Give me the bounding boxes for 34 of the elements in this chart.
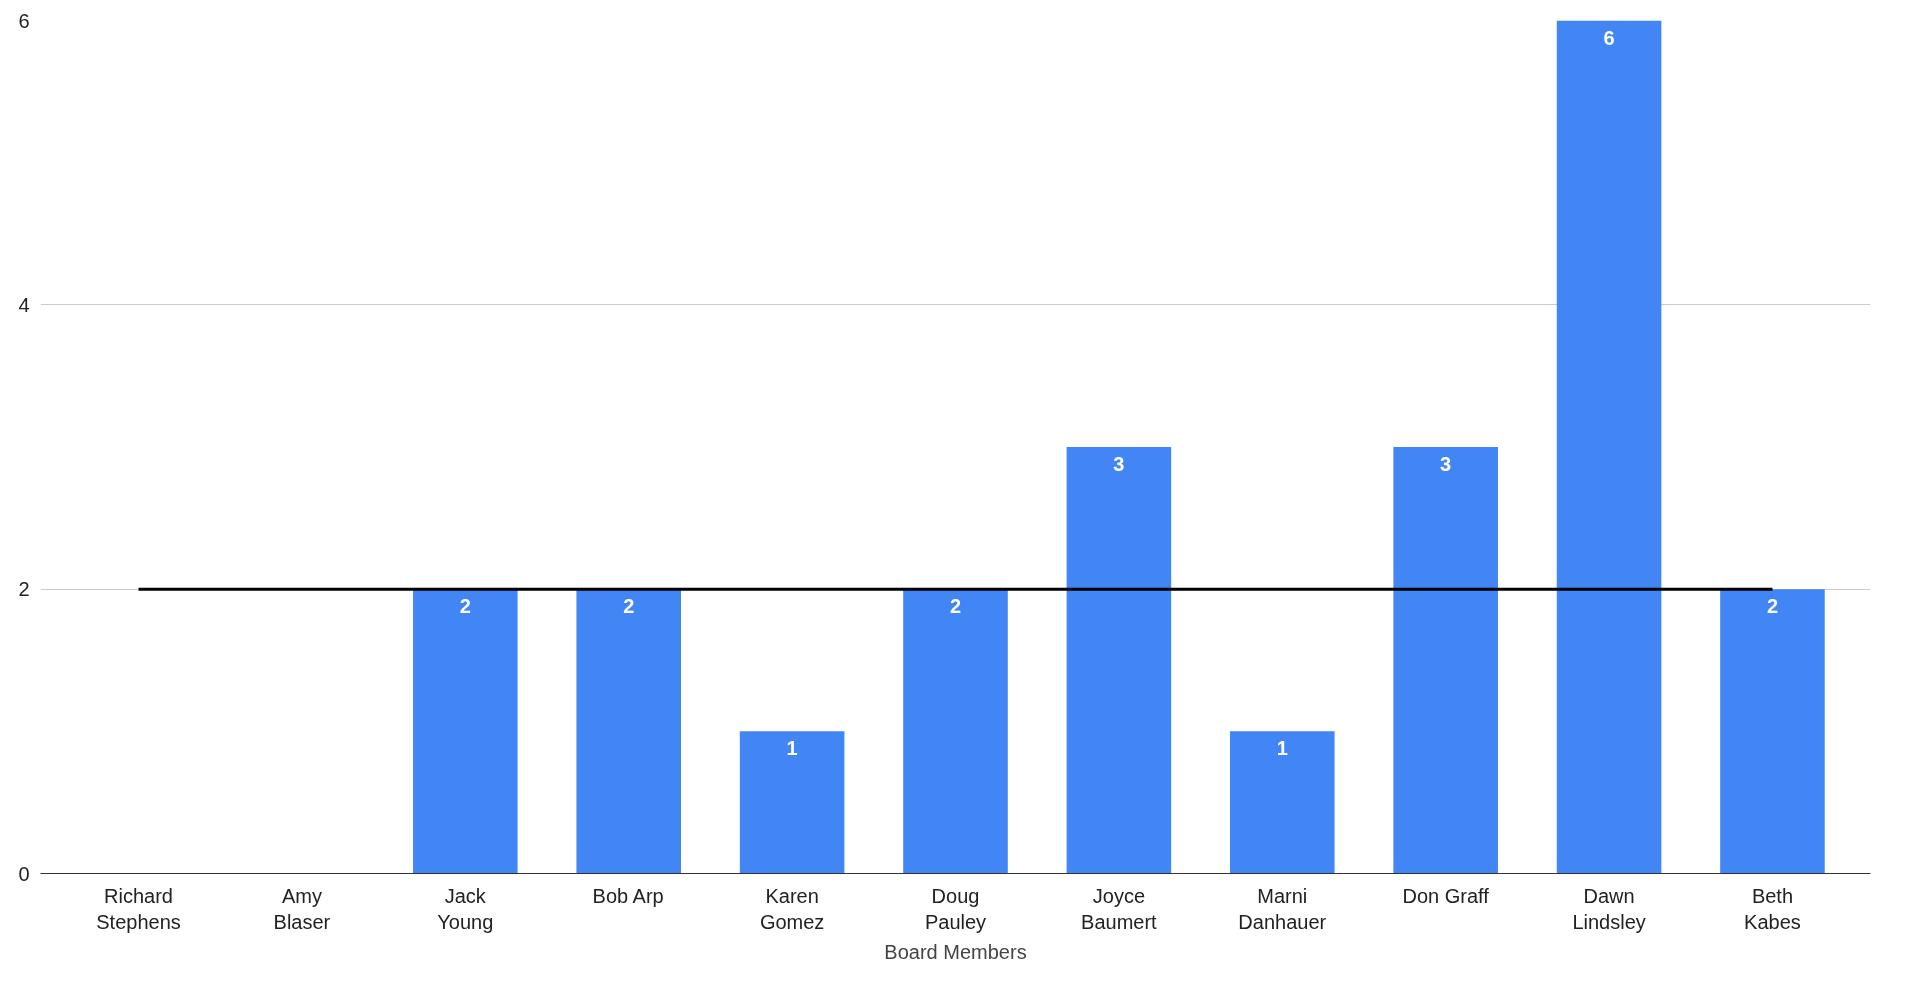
y-tick-label: 6: [18, 9, 30, 32]
bar: [1720, 589, 1825, 874]
x-tick-label: Joyce Baumert: [1081, 884, 1158, 933]
data-label: 2: [459, 595, 471, 618]
y-tick-label: 2: [18, 578, 30, 601]
x-tick-label: Dawn Lindsley: [1572, 884, 1646, 933]
bar: [1393, 447, 1498, 874]
data-label: 6: [1603, 26, 1615, 49]
x-tick-label: Bob Arp: [592, 884, 664, 907]
bar: [739, 731, 845, 874]
x-tick-label: Amy Blaser: [273, 884, 331, 933]
y-tick-label: 0: [18, 862, 30, 885]
data-label: 2: [623, 595, 635, 618]
data-label: 1: [1276, 737, 1288, 760]
x-tick-label: Richard Stephens: [96, 884, 181, 933]
x-axis-title: Board Members: [884, 940, 1027, 963]
x-tick-label: Karen Gomez: [759, 884, 825, 933]
x-tick-label: Beth Kabes: [1744, 884, 1801, 933]
data-label: 1: [786, 737, 798, 760]
bar: [1556, 20, 1662, 874]
x-tick-label: Doug Pauley: [924, 884, 987, 933]
data-label: 3: [1113, 453, 1125, 475]
x-tick-label: Marni Danhauer: [1238, 884, 1327, 933]
x-tick-label: Jack Young: [437, 884, 494, 933]
x-tick-label: Don Graff: [1402, 884, 1490, 907]
bar: [576, 589, 681, 874]
bar: [1066, 447, 1172, 874]
data-label: 2: [949, 595, 962, 618]
bar: [413, 589, 518, 874]
bar: [1230, 731, 1335, 874]
data-label: 2: [1766, 595, 1779, 618]
y-tick-label: 4: [18, 293, 30, 316]
data-label: 3: [1440, 453, 1452, 475]
bar: [903, 589, 1008, 874]
